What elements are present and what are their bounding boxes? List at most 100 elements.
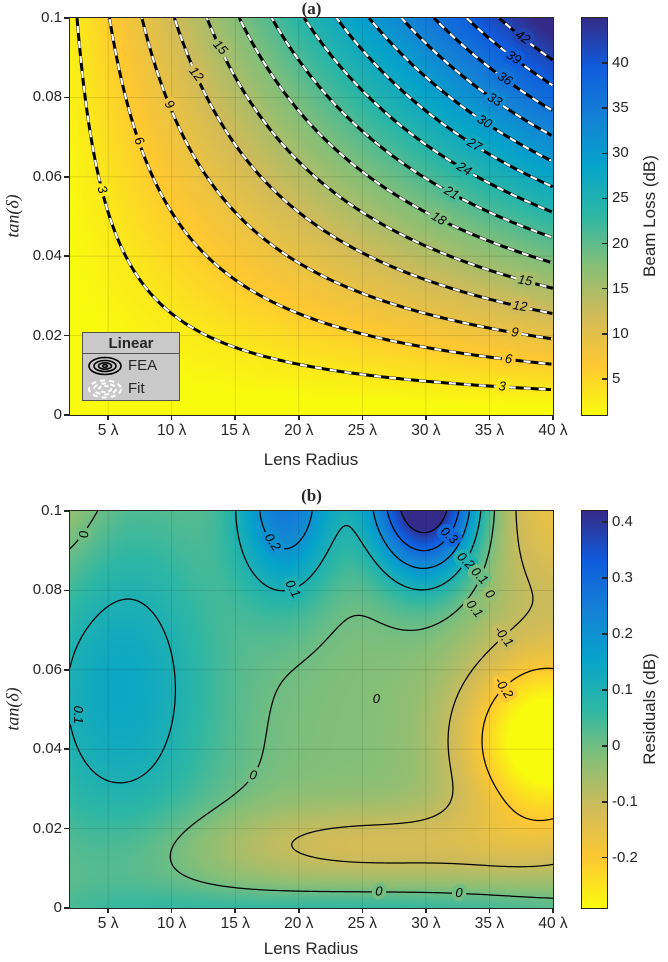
panel-a-colorbar-label: Beam Loss (dB): [640, 155, 659, 277]
x-tick: [488, 415, 491, 420]
colorbar-tick: [602, 633, 607, 635]
x-tick-label: 25 λ: [347, 915, 377, 932]
x-tick: [298, 908, 300, 913]
x-tick-label: 5 λ: [97, 422, 119, 439]
y-tick: [64, 17, 69, 19]
colorbar-tick: [602, 152, 607, 155]
panel-a-title: (a): [301, 0, 322, 18]
colorbar-b: [581, 510, 608, 909]
x-tick: [170, 908, 173, 913]
colorbar-tick: [602, 577, 607, 579]
x-tick: [552, 908, 554, 913]
x-tick-label: 30 λ: [411, 915, 441, 932]
colorbar-tick-label: 15: [612, 279, 629, 297]
legend-label-fea: FEA: [128, 357, 158, 374]
y-tick: [64, 96, 69, 99]
y-tick-label: 0.06: [32, 167, 62, 185]
fit-contours-icon: [88, 379, 122, 398]
y-tick-label: 0.08: [32, 88, 62, 106]
colorbar-tick-label: 0: [612, 736, 621, 754]
colorbar-tick-label: 25: [612, 189, 629, 207]
panel-b-title: (b): [301, 486, 322, 505]
x-tick: [107, 415, 109, 420]
y-tick: [64, 334, 69, 337]
x-tick: [488, 908, 491, 913]
x-tick-label: 30 λ: [411, 422, 441, 439]
colorbar-tick: [602, 62, 607, 64]
panel-a-ylabel: tan(δ): [2, 194, 23, 238]
colorbar-tick-label: 0.1: [612, 680, 633, 698]
colorbar-tick-label: 35: [612, 99, 629, 117]
x-tick: [170, 415, 173, 420]
x-tick-label: 40 λ: [538, 915, 568, 932]
y-tick: [64, 510, 69, 512]
y-tick-label: 0.04: [32, 247, 62, 265]
x-tick: [234, 415, 236, 420]
contour-plot-b-canvas: [70, 511, 553, 908]
y-tick: [64, 827, 69, 830]
colorbar-tick-label: 0.3: [612, 569, 633, 587]
colorbar-tick-label: -0.1: [612, 792, 638, 810]
panel-b-xlabel: Lens Radius: [263, 939, 359, 958]
y-tick: [64, 907, 69, 909]
x-tick-label: 35 λ: [474, 422, 505, 439]
y-tick: [64, 669, 69, 671]
colorbar-tick-label: 5: [612, 369, 621, 387]
y-tick-label: 0.08: [32, 581, 62, 599]
y-tick: [64, 748, 69, 750]
colorbar-tick-label: 30: [612, 144, 629, 162]
y-tick-label: 0.1: [41, 502, 62, 519]
colorbar-tick: [602, 745, 607, 747]
x-tick-label: 20 λ: [284, 915, 314, 932]
x-tick-label: 25 λ: [347, 422, 377, 439]
x-tick-label: 10 λ: [157, 422, 187, 439]
x-tick: [361, 415, 364, 420]
colorbar-tick: [602, 197, 607, 200]
x-tick: [107, 908, 109, 913]
y-tick-label: 0.04: [32, 740, 62, 758]
colorbar-tick: [602, 689, 607, 691]
colorbar-tick: [602, 801, 607, 803]
y-tick-label: 0: [53, 406, 62, 423]
x-tick-label: 40 λ: [538, 422, 568, 439]
y-tick-label: 0.02: [32, 819, 62, 837]
x-tick: [234, 908, 236, 913]
colorbar-tick: [602, 242, 607, 245]
fea-contours-icon: [88, 356, 122, 375]
colorbar-tick: [602, 856, 607, 859]
x-tick: [361, 908, 364, 913]
colorbar-tick-label: 40: [612, 54, 629, 72]
y-tick-label: 0.06: [32, 660, 62, 678]
x-tick: [425, 415, 427, 420]
y-tick-label: 0.1: [41, 9, 62, 26]
legend-label-fit: Fit: [128, 380, 145, 397]
colorbar-tick-label: 0.2: [612, 625, 633, 642]
x-tick-label: 35 λ: [474, 915, 505, 932]
colorbar-tick: [602, 287, 607, 290]
colorbar-tick-label: -0.2: [612, 848, 638, 866]
y-tick-label: 0.02: [32, 326, 62, 344]
panel-a-xlabel: Lens Radius: [263, 450, 359, 469]
colorbar-tick: [602, 333, 607, 335]
colorbar-tick: [602, 521, 607, 523]
x-tick: [425, 908, 427, 913]
colorbar-a: [581, 17, 608, 416]
legend-row-fea: FEA: [83, 354, 179, 377]
legend-row-fit: Fit: [83, 377, 179, 400]
panel-b-ylabel: tan(δ): [2, 687, 23, 731]
legend: Linear FEA Fit: [82, 332, 180, 401]
x-tick-label: 10 λ: [157, 915, 187, 932]
x-tick-label: 5 λ: [97, 915, 119, 932]
colorbar-tick: [602, 378, 607, 380]
colorbar-tick: [602, 107, 607, 109]
y-tick: [64, 176, 69, 178]
x-tick-label: 15 λ: [220, 422, 250, 439]
x-tick-label: 20 λ: [284, 422, 314, 439]
x-tick: [552, 415, 554, 420]
legend-title: Linear: [83, 333, 179, 354]
y-tick-label: 0: [53, 899, 62, 916]
colorbar-tick-label: 0.4: [612, 513, 633, 531]
y-tick: [64, 414, 69, 416]
colorbar-tick-label: 10: [612, 324, 629, 342]
